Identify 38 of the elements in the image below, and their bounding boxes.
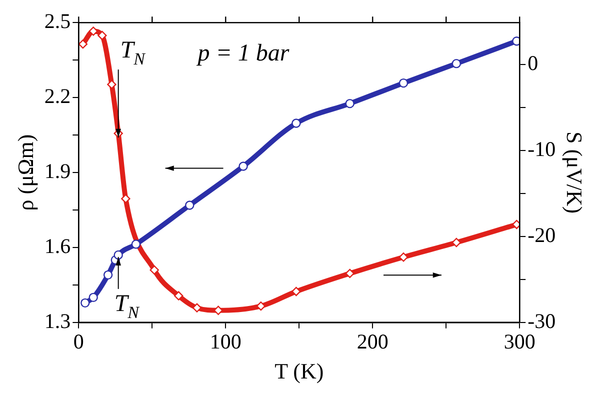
point [192,303,202,312]
y-tick-label: 1.6 [44,234,71,258]
point [345,268,354,278]
y-tick-label: 1.9 [44,159,71,184]
point [114,250,123,260]
y-axis-title: ρ (μΩm) [12,134,38,211]
y2-tick-label: 0 [528,51,538,76]
point [78,39,88,49]
annotation: p = 1 bar [196,40,290,67]
point [185,200,194,210]
point [98,30,107,40]
x-tick-label: 100 [210,330,242,354]
point [174,291,184,300]
point [150,265,159,275]
point [80,298,90,308]
point [88,292,98,302]
point [512,36,520,46]
point [398,252,408,262]
point [512,220,520,230]
point [452,58,462,68]
point [256,301,266,311]
x-axis-title: T (K) [274,358,324,384]
point [292,286,301,296]
x-tick-label: 200 [356,330,388,354]
point [452,238,462,248]
y-tick-label: 1.3 [44,308,71,333]
y-tick-label: 2.2 [44,84,71,108]
y2-tick-label: -20 [528,223,556,248]
point [103,270,113,280]
point [238,162,248,171]
y-tick-label: 2.5 [44,9,71,34]
point [131,240,141,249]
point [292,118,301,128]
point [345,98,354,108]
point [398,78,408,88]
x-tick-label: 0 [73,330,84,354]
y2-axis-title: S (μV/K) [562,131,588,214]
y2-tick-label: -10 [528,137,556,162]
